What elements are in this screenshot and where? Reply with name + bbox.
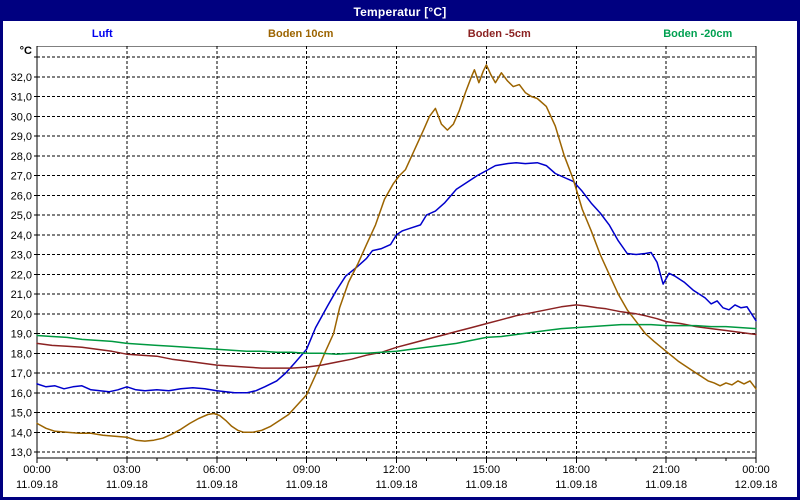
- title-bar: Temperatur [°C]: [3, 3, 797, 21]
- x-axis-time-label: 09:00: [293, 464, 321, 476]
- x-axis-date-label: 11.09.18: [106, 479, 148, 491]
- x-axis-date-label: 11.09.18: [555, 479, 597, 491]
- y-axis-label: 28,0: [11, 151, 32, 163]
- series-line-boden-20cm: [36, 323, 757, 355]
- x-axis-date-label: 11.09.18: [16, 479, 58, 491]
- series-line-boden-10cm: [36, 64, 757, 442]
- y-axis-label: 13,0: [11, 447, 32, 459]
- y-axis-label: 24,0: [11, 230, 32, 242]
- y-axis-label: 26,0: [11, 190, 32, 202]
- y-axis-unit: °C: [20, 46, 32, 57]
- x-axis-date-label: 11.09.18: [645, 479, 687, 491]
- x-axis-date-label: 11.09.18: [286, 479, 328, 491]
- legend-item-luft: Luft: [91, 27, 113, 40]
- y-axis-label: 27,0: [11, 171, 32, 183]
- x-axis-date-label: 11.09.18: [375, 479, 417, 491]
- y-axis-label: 17,0: [11, 368, 32, 380]
- x-axis-date-label: 11.09.18: [196, 479, 238, 491]
- x-axis-time-label: 21:00: [652, 464, 680, 476]
- window-title: Temperatur [°C]: [353, 5, 447, 19]
- legend-item-boden-minus20cm: Boden -20cm: [663, 27, 733, 40]
- x-axis-date-label: 12.09.18: [735, 479, 778, 491]
- x-axis-time-label: 03:00: [113, 464, 141, 476]
- y-axis-label: 31,0: [11, 92, 32, 104]
- series-line-boden-5cm: [36, 304, 757, 369]
- y-axis-label: 30,0: [11, 111, 32, 123]
- x-axis-time-label: 12:00: [383, 464, 411, 476]
- x-axis-time-label: 00:00: [23, 464, 51, 476]
- x-axis-time-label: 00:00: [742, 464, 770, 476]
- y-axis-label: 23,0: [11, 250, 32, 262]
- chart-legend: Luft Boden 10cm Boden -5cm Boden -20cm: [3, 21, 797, 46]
- y-axis-label: 22,0: [11, 269, 32, 281]
- x-axis-time-label: 06:00: [203, 464, 231, 476]
- y-axis-label: 18,0: [11, 348, 32, 360]
- y-axis-label: 29,0: [11, 131, 32, 143]
- y-axis-label: 25,0: [11, 210, 32, 222]
- x-axis-date-label: 11.09.18: [465, 479, 507, 491]
- temperature-chart: 13,0 14,0 15,0 16,0 17,0 18,0 19,0 20,0 21,0 22,0…: [11, 46, 778, 491]
- plot-border: [36, 46, 757, 459]
- y-axis-label: 21,0: [11, 289, 32, 301]
- y-axis-label: 16,0: [11, 388, 32, 400]
- legend-item-boden-minus5cm: Boden -5cm: [467, 27, 531, 40]
- legend-item-boden-10cm: Boden 10cm: [268, 27, 334, 40]
- y-axis-label: 20,0: [11, 309, 32, 321]
- y-axis-label: 32,0: [11, 72, 32, 84]
- x-axis-time-label: 18:00: [562, 464, 590, 476]
- y-axis-label: 19,0: [11, 329, 32, 341]
- y-axis-label: 15,0: [11, 408, 32, 420]
- x-axis-time-label: 15:00: [473, 464, 501, 476]
- series-line-luft: [36, 161, 757, 394]
- y-axis-label: 14,0: [11, 427, 32, 439]
